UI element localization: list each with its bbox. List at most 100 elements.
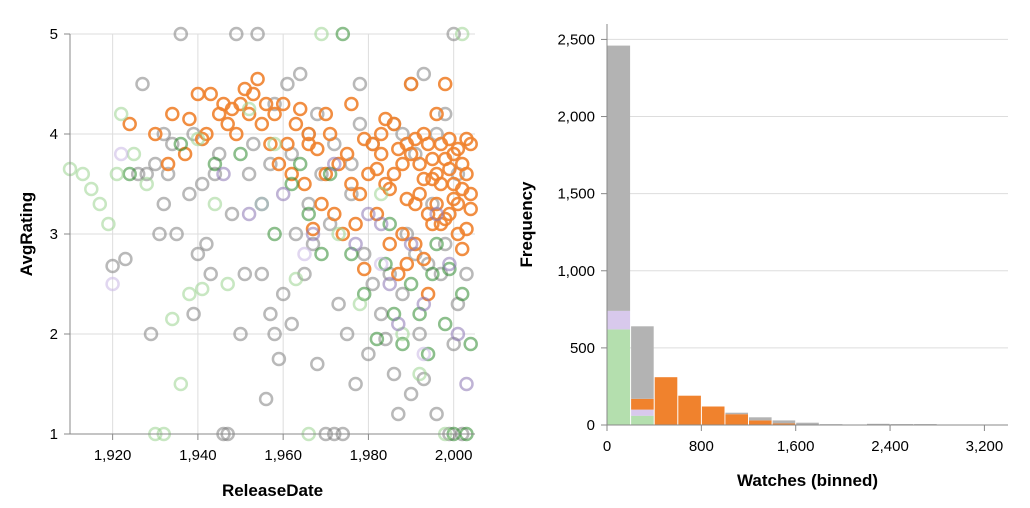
scatter-x-tick-label: 2,000 — [435, 447, 473, 464]
scatter-point — [416, 346, 432, 362]
scatter-point — [173, 26, 189, 42]
scatter-y-tick-label: 2 — [50, 326, 58, 343]
scatter-point — [463, 136, 478, 152]
scatter-point — [241, 101, 257, 117]
scatter-point — [246, 86, 261, 102]
scatter-point — [173, 376, 189, 392]
scatter-point — [361, 206, 376, 222]
scatter-point — [446, 26, 461, 42]
scatter-point — [122, 116, 137, 132]
scatter-point — [263, 136, 278, 152]
scatter-point — [246, 136, 261, 152]
scatter-point — [450, 326, 466, 342]
scatter-point — [352, 116, 368, 132]
scatter-point — [275, 186, 291, 202]
scatter-point — [165, 136, 180, 152]
histogram-x-tick-label: 800 — [689, 438, 714, 455]
histogram-bar — [607, 310, 631, 330]
scatter-point — [109, 166, 125, 182]
scatter-point — [292, 101, 308, 117]
scatter-point — [229, 26, 244, 42]
scatter-point — [301, 206, 316, 222]
scatter-y-tick-label: 5 — [50, 26, 58, 43]
scatter-point — [199, 236, 214, 252]
scatter-point — [156, 126, 172, 142]
scatter-point — [454, 286, 470, 302]
scatter-point — [101, 216, 116, 232]
scatter-point — [275, 96, 291, 112]
scatter-point — [297, 176, 312, 192]
scatter-point — [408, 236, 423, 252]
histogram-bar — [725, 412, 748, 415]
scatter-y-axis-title: AvgRating — [17, 192, 36, 276]
scatter-point — [429, 196, 444, 212]
scatter-point — [361, 346, 376, 362]
histogram-x-tick-label: 2,400 — [871, 438, 909, 455]
scatter-point — [331, 156, 346, 172]
histogram-bar — [725, 414, 748, 425]
scatter-point — [327, 206, 342, 222]
scatter-point — [373, 306, 389, 322]
scatter-point — [459, 266, 474, 282]
scatter-point — [271, 156, 287, 172]
scatter-point — [203, 86, 218, 102]
histogram-y-tick-label: 500 — [570, 340, 595, 357]
scatter-point — [203, 266, 218, 282]
scatter-point — [152, 226, 167, 242]
scatter-point — [391, 316, 406, 332]
scatter-point — [348, 216, 363, 232]
scatter-point — [412, 156, 427, 172]
histogram-x-tick-label: 0 — [603, 438, 611, 455]
scatter-point — [403, 236, 419, 252]
scatter-point — [429, 106, 444, 122]
scatter-point — [284, 176, 299, 192]
scatter-point — [148, 156, 163, 172]
scatter-point — [139, 176, 154, 192]
scatter-point — [420, 206, 436, 222]
scatter-point — [352, 186, 368, 202]
scatter-point — [373, 146, 389, 162]
scatter-point — [344, 186, 359, 202]
scatter-point — [305, 221, 321, 237]
scatter-point — [173, 136, 189, 152]
scatter-point — [339, 326, 355, 342]
histogram-gridlines — [607, 38, 1008, 426]
scatter-point — [241, 206, 257, 222]
scatter-point — [250, 71, 265, 87]
scatter-point — [288, 116, 304, 132]
histogram-y-tick-label: 0 — [587, 417, 595, 434]
scatter-point — [395, 226, 410, 242]
scatter-point — [352, 76, 368, 92]
scatter-point — [403, 76, 419, 92]
scatter-point — [263, 306, 278, 322]
scatter-point — [327, 156, 342, 172]
scatter-point — [318, 106, 334, 122]
scatter-point — [331, 226, 346, 242]
scatter-point — [310, 106, 325, 122]
scatter-point — [224, 206, 240, 222]
scatter-point — [352, 296, 368, 312]
scatter-point — [442, 131, 457, 147]
scatter-point — [113, 106, 129, 122]
scatter-point — [373, 126, 389, 142]
scatter-point — [322, 126, 338, 142]
scatter-point — [182, 186, 197, 202]
scatter-point — [220, 276, 235, 292]
histogram-y-tick-label: 2,000 — [557, 109, 595, 126]
scatter-point — [160, 166, 176, 182]
scatter-point — [182, 111, 197, 127]
scatter-point — [348, 376, 363, 392]
scatter-point — [416, 296, 432, 312]
scatter-point — [267, 96, 282, 112]
histogram-bar — [631, 409, 654, 416]
scatter-point — [160, 156, 176, 172]
scatter-point — [305, 226, 321, 242]
scatter-point — [348, 236, 363, 252]
scatter-point — [186, 306, 201, 322]
scatter-point — [314, 26, 329, 42]
scatter-point — [318, 166, 334, 182]
scatter-point — [356, 261, 372, 277]
scatter-point — [339, 146, 355, 162]
scatter-point — [267, 226, 282, 242]
scatter-point — [92, 196, 108, 212]
